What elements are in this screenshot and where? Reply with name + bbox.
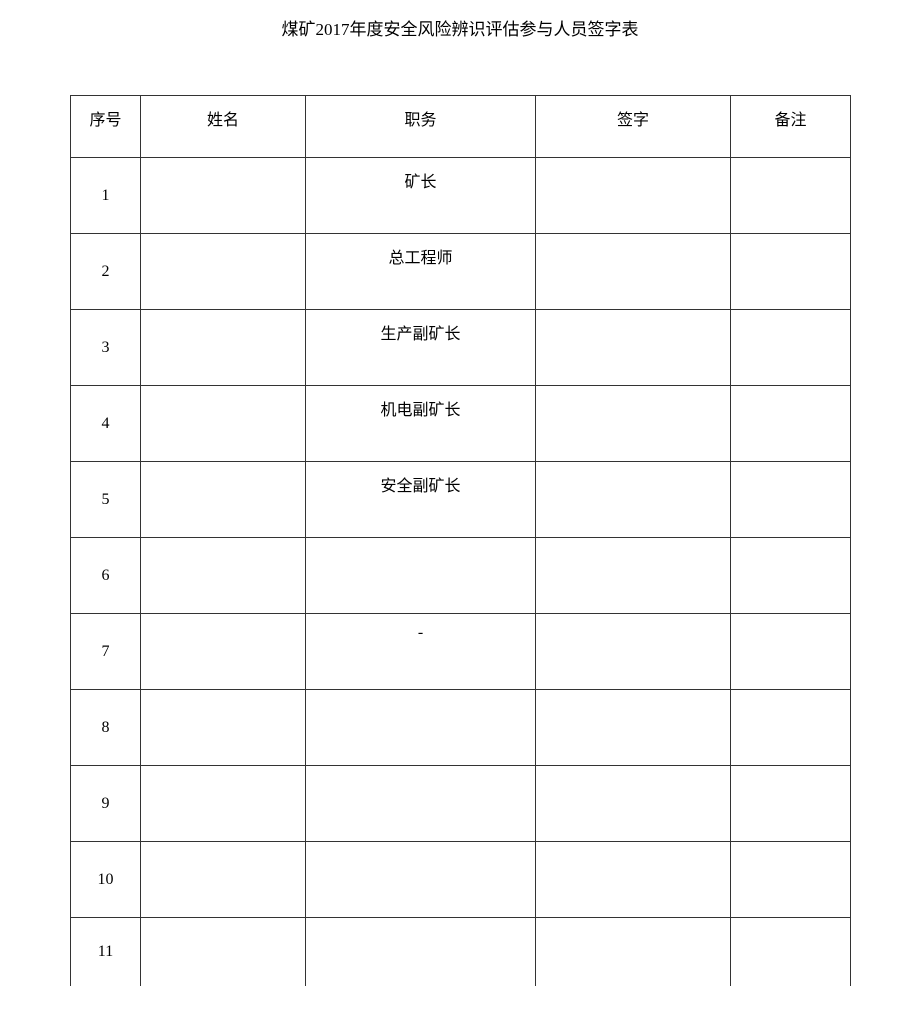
table-header-row: 序号 姓名 职务 签字 备注: [71, 96, 851, 158]
cell-sign: [536, 234, 731, 310]
cell-seq: 6: [71, 538, 141, 614]
cell-sign: [536, 462, 731, 538]
cell-remark: [731, 766, 851, 842]
cell-name: [141, 690, 306, 766]
cell-position: [306, 690, 536, 766]
cell-sign: [536, 386, 731, 462]
cell-sign: [536, 842, 731, 918]
cell-name: [141, 310, 306, 386]
cell-seq: 4: [71, 386, 141, 462]
cell-name: [141, 234, 306, 310]
table-row: 4 机电副矿长: [71, 386, 851, 462]
signature-table-container: 序号 姓名 职务 签字 备注 1 矿长 2 总工程师: [70, 95, 850, 986]
cell-remark: [731, 386, 851, 462]
cell-name: [141, 614, 306, 690]
cell-position: [306, 842, 536, 918]
cell-remark: [731, 462, 851, 538]
table-row: 2 总工程师: [71, 234, 851, 310]
cell-position: 矿长: [306, 158, 536, 234]
cell-name: [141, 918, 306, 986]
cell-remark: [731, 918, 851, 986]
cell-position: [306, 918, 536, 986]
cell-position: 总工程师: [306, 234, 536, 310]
cell-name: [141, 538, 306, 614]
cell-seq: 10: [71, 842, 141, 918]
header-name: 姓名: [141, 96, 306, 158]
cell-position: 安全副矿长: [306, 462, 536, 538]
cell-sign: [536, 538, 731, 614]
header-sign: 签字: [536, 96, 731, 158]
header-position: 职务: [306, 96, 536, 158]
cell-remark: [731, 614, 851, 690]
cell-remark: [731, 234, 851, 310]
cell-sign: [536, 690, 731, 766]
table-row: 11: [71, 918, 851, 986]
cell-name: [141, 842, 306, 918]
cell-name: [141, 158, 306, 234]
cell-position: [306, 538, 536, 614]
cell-position: 生产副矿长: [306, 310, 536, 386]
cell-position: [306, 766, 536, 842]
page-title: 煤矿2017年度安全风险辨识评估参与人员签字表: [70, 15, 850, 40]
cell-seq: 11: [71, 918, 141, 986]
cell-name: [141, 462, 306, 538]
signature-table: 序号 姓名 职务 签字 备注 1 矿长 2 总工程师: [70, 95, 851, 986]
cell-remark: [731, 310, 851, 386]
table-row: 9: [71, 766, 851, 842]
table-row: 6: [71, 538, 851, 614]
cell-position: -: [306, 614, 536, 690]
table-row: 3 生产副矿长: [71, 310, 851, 386]
cell-seq: 9: [71, 766, 141, 842]
cell-seq: 7: [71, 614, 141, 690]
cell-seq: 3: [71, 310, 141, 386]
cell-sign: [536, 310, 731, 386]
cell-sign: [536, 158, 731, 234]
table-row: 5 安全副矿长: [71, 462, 851, 538]
table-row: 8: [71, 690, 851, 766]
table-row: 7 -: [71, 614, 851, 690]
cell-remark: [731, 538, 851, 614]
cell-seq: 2: [71, 234, 141, 310]
cell-name: [141, 386, 306, 462]
table-row: 1 矿长: [71, 158, 851, 234]
cell-sign: [536, 766, 731, 842]
table-body: 1 矿长 2 总工程师 3 生产副矿长 4: [71, 158, 851, 986]
cell-sign: [536, 614, 731, 690]
cell-remark: [731, 842, 851, 918]
cell-remark: [731, 690, 851, 766]
cell-seq: 5: [71, 462, 141, 538]
cell-sign: [536, 918, 731, 986]
cell-remark: [731, 158, 851, 234]
cell-seq: 1: [71, 158, 141, 234]
cell-position: 机电副矿长: [306, 386, 536, 462]
cell-seq: 8: [71, 690, 141, 766]
header-remark: 备注: [731, 96, 851, 158]
header-seq: 序号: [71, 96, 141, 158]
table-row: 10: [71, 842, 851, 918]
cell-name: [141, 766, 306, 842]
